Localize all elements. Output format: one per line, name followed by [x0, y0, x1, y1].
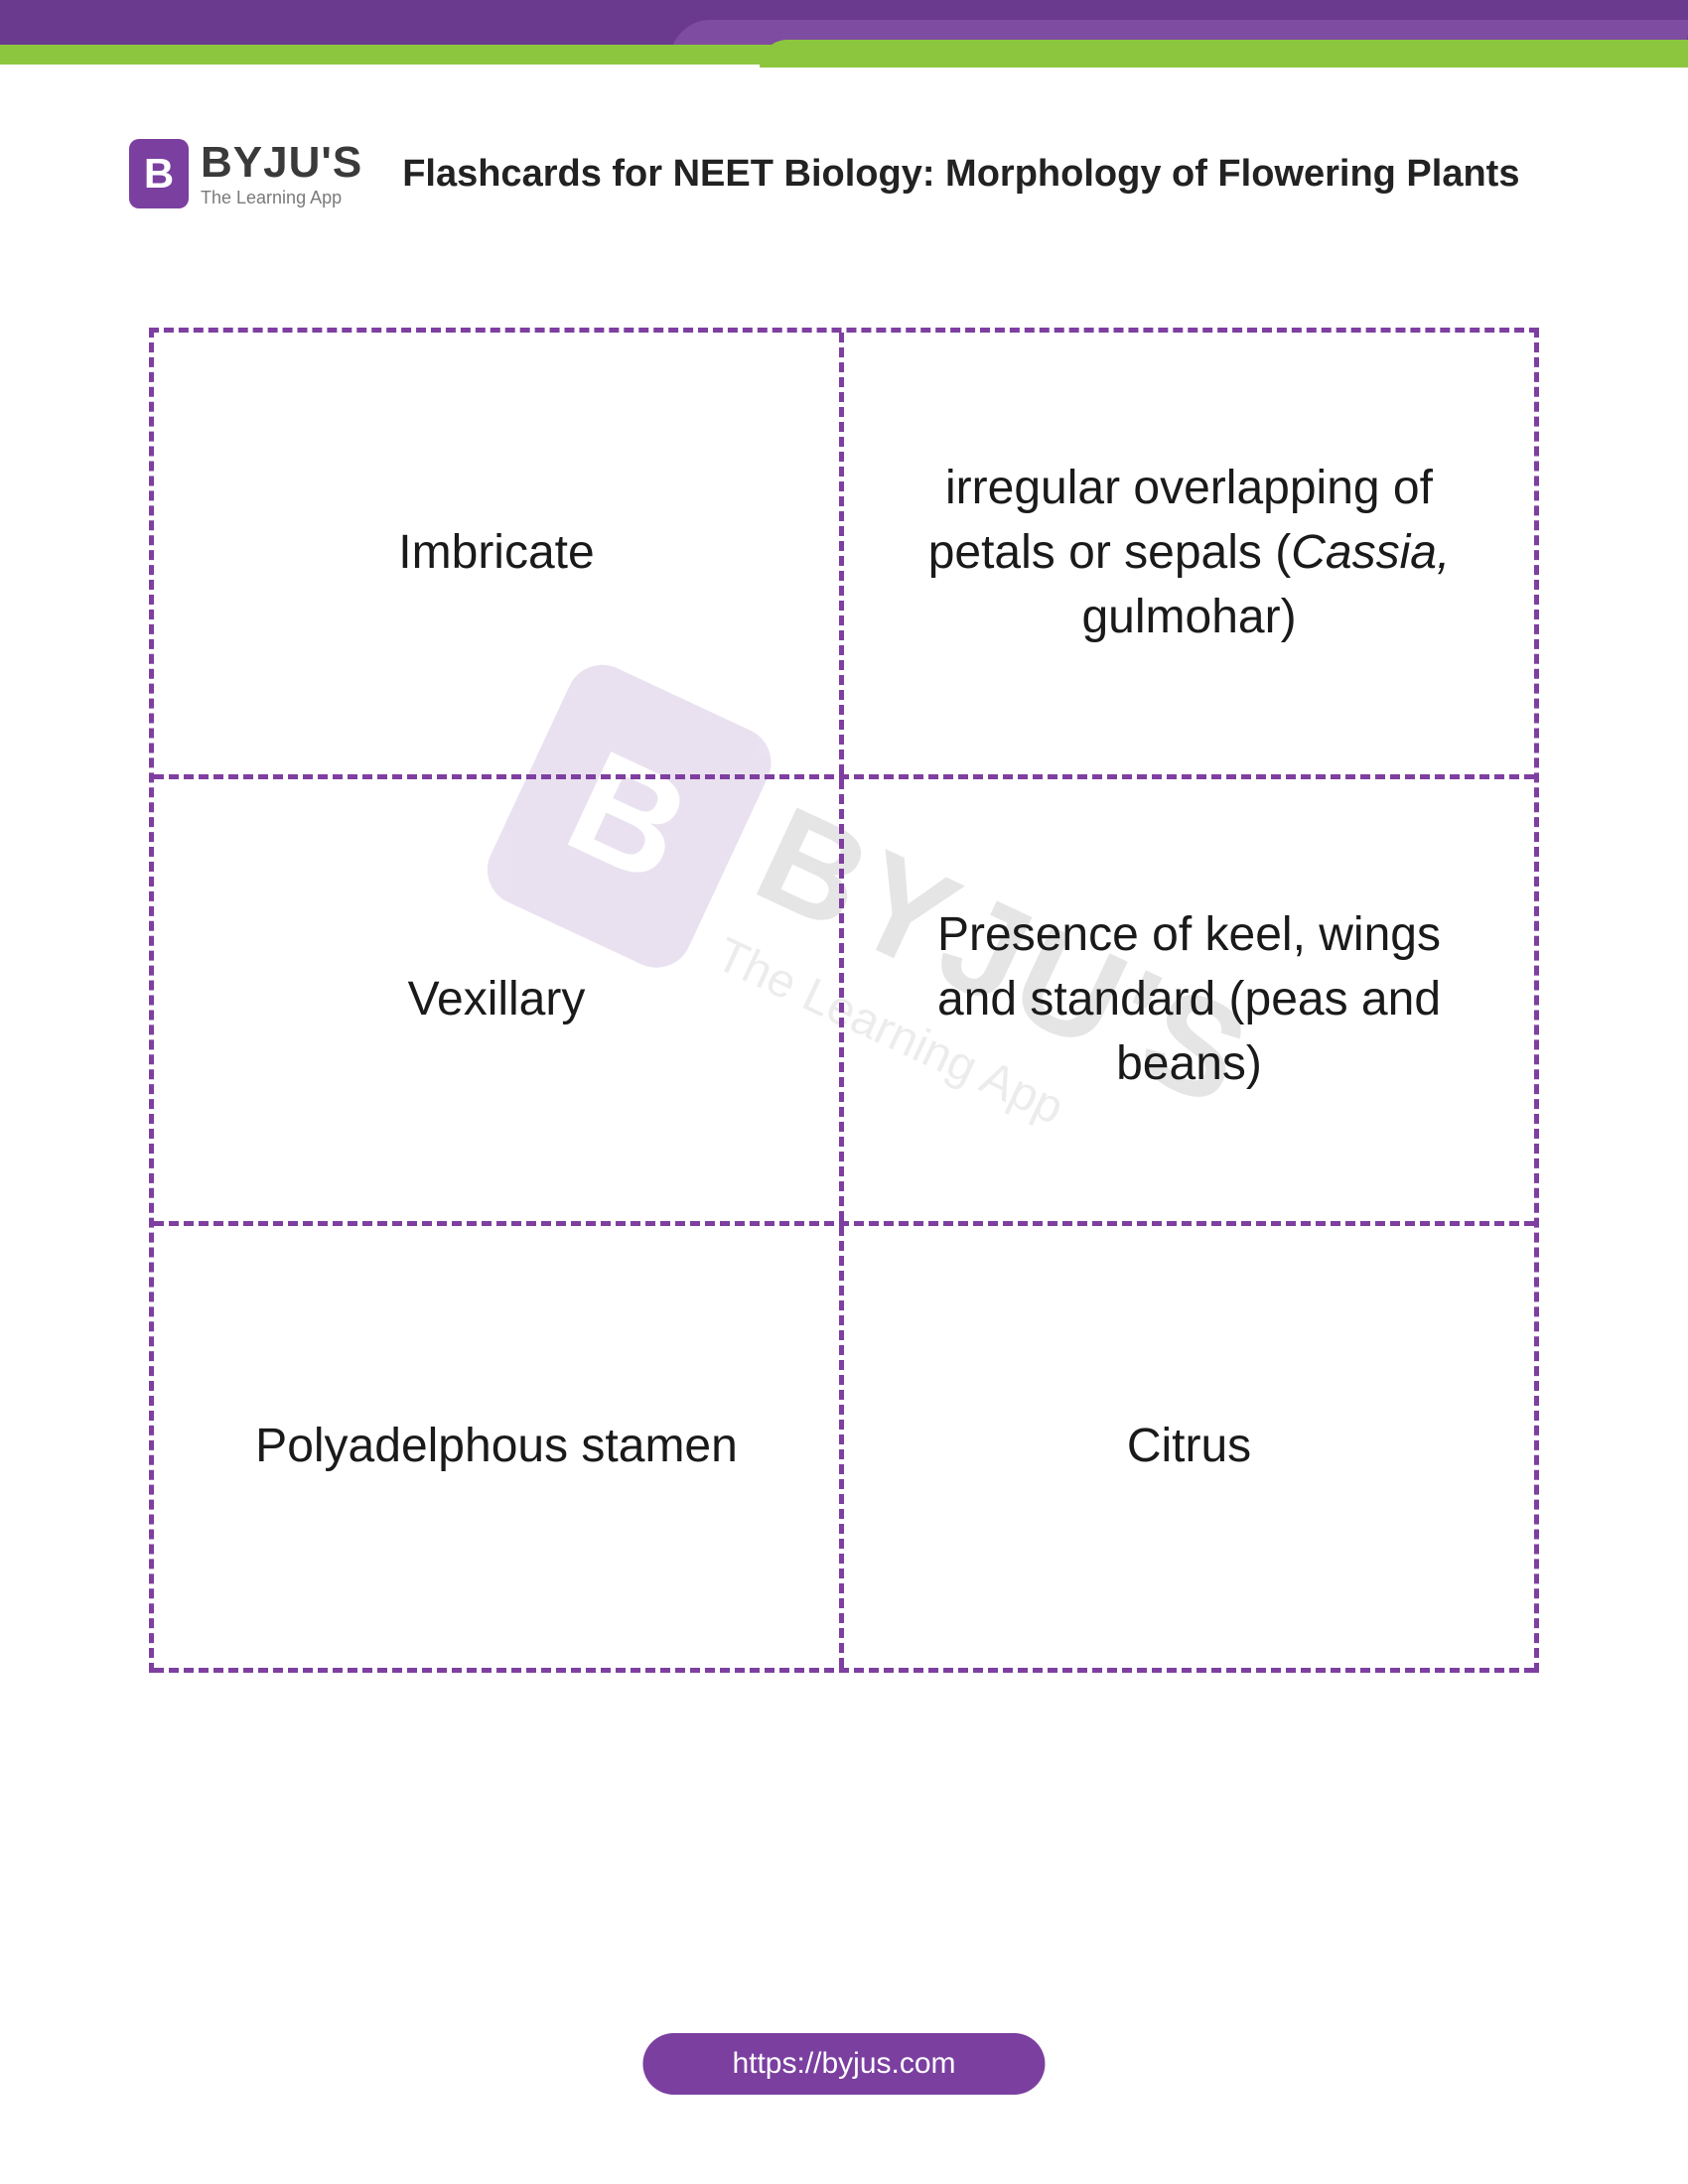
term-cell: Imbricate — [154, 333, 844, 774]
definition-text: Presence of keel, wings and standard (pe… — [894, 903, 1484, 1096]
logo: B BYJU'S The Learning App — [129, 139, 362, 208]
table-row: Vexillary Presence of keel, wings and st… — [154, 779, 1534, 1226]
banner-stripe-green-curve — [760, 40, 1688, 68]
term-cell: Polyadelphous stamen — [154, 1226, 844, 1668]
term-text: Vexillary — [408, 968, 586, 1032]
definition-pre: Presence of keel, wings and standard (pe… — [937, 908, 1441, 1090]
table-row: Imbricate irregular overlapping of petal… — [154, 333, 1534, 779]
term-text: Imbricate — [398, 521, 594, 586]
logo-badge: B — [129, 139, 189, 208]
footer-url-pill: https://byjus.com — [642, 2033, 1045, 2095]
footer-url: https://byjus.com — [732, 2047, 955, 2080]
definition-text: Citrus — [1127, 1415, 1251, 1479]
definition-post: gulmohar) — [1081, 591, 1296, 643]
definition-cell: Citrus — [844, 1226, 1534, 1668]
logo-tagline: The Learning App — [201, 189, 362, 206]
top-banner — [0, 0, 1688, 69]
flashcard-table: Imbricate irregular overlapping of petal… — [149, 328, 1539, 1673]
page-title: Flashcards for NEET Biology: Morphology … — [402, 153, 1609, 196]
definition-pre: Citrus — [1127, 1420, 1251, 1472]
table-row: Polyadelphous stamen Citrus — [154, 1226, 1534, 1673]
definition-text: irregular overlapping of petals or sepal… — [894, 457, 1484, 649]
definition-cell: Presence of keel, wings and standard (pe… — [844, 779, 1534, 1221]
term-text: Polyadelphous stamen — [255, 1415, 738, 1479]
definition-cell: irregular overlapping of petals or sepal… — [844, 333, 1534, 774]
definition-italic: Cassia, — [1291, 526, 1450, 579]
logo-badge-letter: B — [144, 150, 174, 198]
term-cell: Vexillary — [154, 779, 844, 1221]
header-row: B BYJU'S The Learning App Flashcards for… — [129, 139, 1609, 208]
logo-brand: BYJU'S — [201, 141, 362, 185]
